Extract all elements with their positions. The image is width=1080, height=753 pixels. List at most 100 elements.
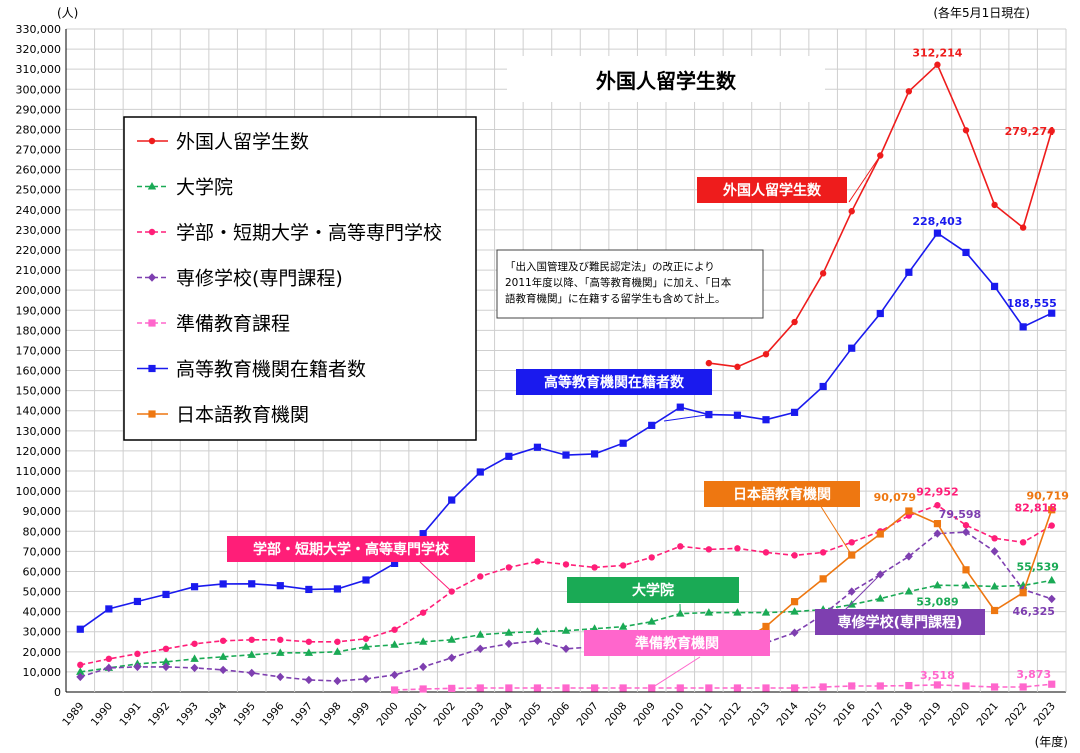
y-tick-label: 20,000 (23, 646, 62, 659)
data-point (476, 644, 485, 654)
data-label: 279,274 (1005, 125, 1055, 138)
data-point (677, 543, 684, 550)
data-label: 46,325 (1012, 605, 1054, 618)
y-tick-label: 220,000 (16, 244, 62, 257)
data-point (905, 268, 913, 276)
data-point (277, 636, 284, 643)
data-point (533, 684, 542, 692)
data-point (533, 627, 542, 635)
data-point (705, 359, 713, 367)
legend-item: 日本語教育機関 (137, 404, 309, 426)
data-point (105, 605, 113, 613)
data-point (734, 545, 741, 552)
data-point (148, 273, 156, 282)
data-point (448, 496, 456, 504)
chart-title: 外国人留学生数 (596, 69, 737, 93)
data-point (562, 684, 570, 692)
data-point (447, 653, 456, 663)
annotation-line: 語教育機関」に在籍する留学生も含めて計上。 (505, 292, 726, 305)
data-point (562, 644, 570, 654)
data-point (848, 682, 856, 690)
annotation-text: 「出入国管理及び難民認定法」の改正により 2011年度以降、「高等教育機関」に加え… (505, 260, 732, 305)
data-point (876, 594, 885, 602)
data-point (933, 580, 942, 589)
data-point (476, 684, 484, 692)
data-point (1019, 589, 1027, 597)
data-point (562, 451, 570, 459)
data-label: 53,089 (916, 595, 958, 608)
callout-label: 準備教育機関 (635, 635, 719, 652)
data-point (705, 684, 713, 692)
x-tick-label: 2005 (517, 700, 543, 728)
callout: 専修学校(専門課程) (815, 574, 985, 635)
data-point (762, 622, 770, 631)
data-point (391, 626, 398, 633)
x-tick-label: 2009 (632, 700, 658, 728)
data-label: 312,214 (912, 47, 962, 60)
data-point (990, 582, 999, 590)
x-tick-label: 2007 (574, 700, 600, 728)
data-label: 3,873 (1016, 668, 1051, 681)
data-point (676, 684, 684, 692)
data-point (390, 640, 399, 648)
x-tick-label: 2012 (717, 700, 743, 728)
data-label: 3,518 (920, 669, 955, 682)
data-point (618, 622, 628, 630)
data-point (219, 637, 227, 644)
y-tick-label: 230,000 (16, 224, 62, 237)
data-point (590, 624, 599, 632)
data-point (219, 580, 227, 588)
data-point (76, 625, 84, 633)
data-point (1048, 506, 1056, 514)
data-label: 82,818 (1014, 502, 1056, 515)
data-point (333, 676, 342, 686)
data-point (190, 583, 199, 591)
y-tick-label: 200,000 (16, 284, 62, 297)
x-tick-label: 2013 (746, 700, 772, 728)
data-point (991, 201, 998, 209)
y-tick-label: 170,000 (16, 344, 62, 357)
data-point (905, 507, 913, 515)
data-point (933, 520, 942, 528)
legend-item: 学部・短期大学・高等専門学校 (137, 222, 442, 244)
data-label: 90,079 (874, 491, 916, 504)
data-point (590, 684, 599, 692)
data-point (648, 421, 656, 429)
y-tick-label: 10,000 (23, 666, 62, 679)
data-point (133, 662, 142, 672)
data-point (1048, 522, 1055, 529)
series-1 (76, 575, 1056, 675)
data-point (934, 502, 941, 509)
x-tick-label: 1999 (346, 700, 372, 728)
series-0 (705, 61, 1055, 371)
x-unit-label: (年度) (1035, 734, 1068, 749)
annotation-box: 「出入国管理及び難民認定法」の改正により 2011年度以降、「高等教育機関」に加え… (496, 249, 764, 319)
data-point (219, 665, 228, 675)
data-point (419, 530, 427, 538)
data-point (334, 638, 341, 645)
data-point (162, 662, 170, 672)
annotation-line: 2011年度以降、「高等教育機関」に加え、「日本 (505, 276, 732, 289)
data-point (962, 566, 970, 574)
x-tick-label: 2019 (917, 700, 943, 728)
data-point (390, 559, 399, 567)
data-label: 90,719 (1026, 490, 1068, 503)
data-point (648, 554, 655, 561)
data-point (791, 552, 798, 559)
callout: 大学院 (567, 577, 739, 614)
data-point (77, 661, 84, 669)
y-tick-label: 270,000 (16, 144, 62, 157)
data-point (133, 597, 142, 606)
legend-label: 日本語教育機関 (176, 404, 309, 426)
data-point (876, 530, 884, 538)
data-point (791, 318, 798, 326)
y-tick-label: 310,000 (16, 63, 62, 76)
data-point (333, 647, 342, 655)
data-point (990, 282, 999, 291)
legend-label: 大学院 (176, 177, 233, 199)
data-point (1047, 594, 1056, 604)
title-box (507, 56, 825, 102)
data-point (533, 443, 542, 451)
data-point (904, 587, 914, 595)
